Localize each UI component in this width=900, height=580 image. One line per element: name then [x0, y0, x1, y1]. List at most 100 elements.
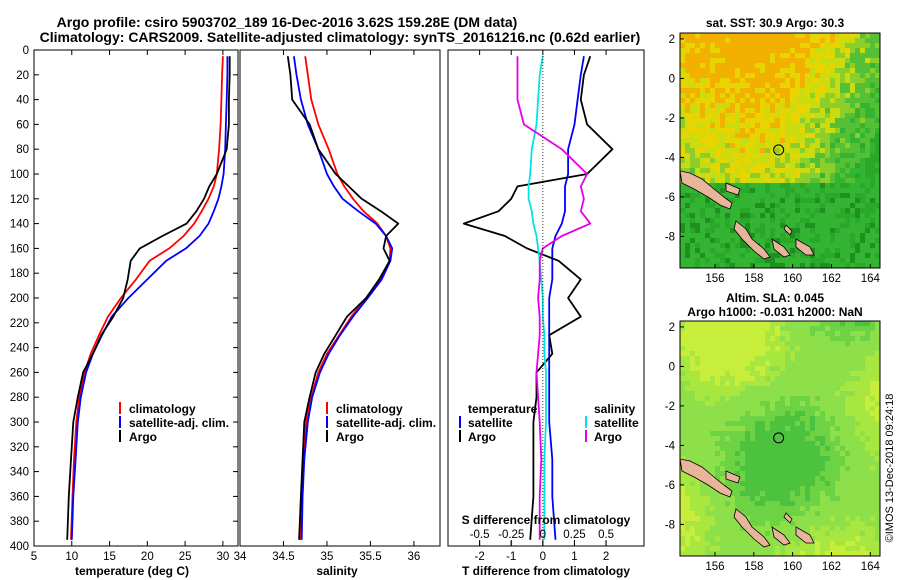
- map-cell: [695, 516, 700, 521]
- map-cell: [755, 341, 760, 346]
- map-cell: [700, 356, 705, 361]
- map-cell: [830, 536, 835, 541]
- map-cell: [720, 158, 725, 163]
- map-cell: [825, 481, 830, 486]
- map-cell: [700, 43, 705, 48]
- map-cell: [720, 108, 725, 113]
- map-cell: [690, 123, 695, 128]
- map-cell: [730, 48, 735, 53]
- map-cell: [770, 421, 775, 426]
- map-cell: [690, 351, 695, 356]
- map-cell: [865, 253, 870, 258]
- map-cell: [755, 491, 760, 496]
- map-cell: [760, 371, 765, 376]
- map-cell: [805, 451, 810, 456]
- map-cell: [770, 506, 775, 511]
- map-cell: [715, 58, 720, 63]
- map-cell: [800, 168, 805, 173]
- map-cell: [755, 43, 760, 48]
- map-cell: [710, 386, 715, 391]
- map-cell: [735, 63, 740, 68]
- map-cell: [730, 53, 735, 58]
- map-cell: [745, 68, 750, 73]
- map-cell: [860, 371, 865, 376]
- map-cell: [705, 233, 710, 238]
- map-cell: [765, 441, 770, 446]
- map-cell: [730, 103, 735, 108]
- map-cell: [865, 48, 870, 53]
- map-cell: [800, 456, 805, 461]
- map-cell: [695, 356, 700, 361]
- map-cell: [790, 411, 795, 416]
- map-cell: [850, 113, 855, 118]
- map-cell: [695, 158, 700, 163]
- map-cell: [770, 213, 775, 218]
- map-cell: [785, 53, 790, 58]
- map-cell: [800, 411, 805, 416]
- map-cell: [835, 48, 840, 53]
- map-cell: [695, 123, 700, 128]
- map-cell: [870, 526, 875, 531]
- map-cell: [745, 456, 750, 461]
- map-y-tick-label: -2: [665, 401, 675, 413]
- map-cell: [705, 346, 710, 351]
- map-cell: [865, 143, 870, 148]
- map-cell: [685, 491, 690, 496]
- map-cell: [765, 63, 770, 68]
- map-cell: [740, 431, 745, 436]
- map-cell: [820, 163, 825, 168]
- map-cell: [775, 401, 780, 406]
- map-cell: [720, 73, 725, 78]
- map-cell: [720, 326, 725, 331]
- map-cell: [765, 531, 770, 536]
- map-cell: [810, 526, 815, 531]
- map-cell: [760, 233, 765, 238]
- map-cell: [825, 123, 830, 128]
- map-cell: [705, 356, 710, 361]
- map-cell: [830, 193, 835, 198]
- map-cell: [780, 401, 785, 406]
- map-y-tick-label: 2: [669, 34, 675, 46]
- map-cell: [750, 496, 755, 501]
- map-cell: [835, 471, 840, 476]
- map-cell: [755, 321, 760, 326]
- map-cell: [775, 238, 780, 243]
- map-cell: [685, 168, 690, 173]
- map-cell: [790, 466, 795, 471]
- legend-argo: Argo: [129, 430, 157, 444]
- map-x-tick-label: 160: [783, 273, 802, 285]
- map-cell: [810, 466, 815, 471]
- map-cell: [785, 38, 790, 43]
- map-cell: [705, 68, 710, 73]
- map-cell: [725, 451, 730, 456]
- map-cell: [840, 326, 845, 331]
- map-cell: [705, 163, 710, 168]
- map-cell: [690, 98, 695, 103]
- map-cell: [680, 356, 685, 361]
- coastline: [680, 170, 815, 260]
- legend-s-satellite: satellite: [594, 416, 639, 430]
- map-cell: [820, 178, 825, 183]
- map-cell: [815, 536, 820, 541]
- map-cell: [680, 331, 685, 336]
- map-cell: [845, 83, 850, 88]
- map-cell: [810, 78, 815, 83]
- map-cell: [830, 53, 835, 58]
- map-cell: [755, 128, 760, 133]
- map-cell: [860, 233, 865, 238]
- map-cell: [775, 108, 780, 113]
- map-cell: [750, 341, 755, 346]
- map-cell: [730, 73, 735, 78]
- map-cell: [820, 158, 825, 163]
- map-cell: [845, 406, 850, 411]
- map-cell: [750, 326, 755, 331]
- map-cell: [710, 331, 715, 336]
- map-cell: [840, 98, 845, 103]
- map-cell: [830, 441, 835, 446]
- map-cell: [720, 461, 725, 466]
- map-cell: [715, 326, 720, 331]
- map-cell: [755, 153, 760, 158]
- map-cell: [855, 536, 860, 541]
- map-cell: [700, 546, 705, 551]
- map-cell: [700, 496, 705, 501]
